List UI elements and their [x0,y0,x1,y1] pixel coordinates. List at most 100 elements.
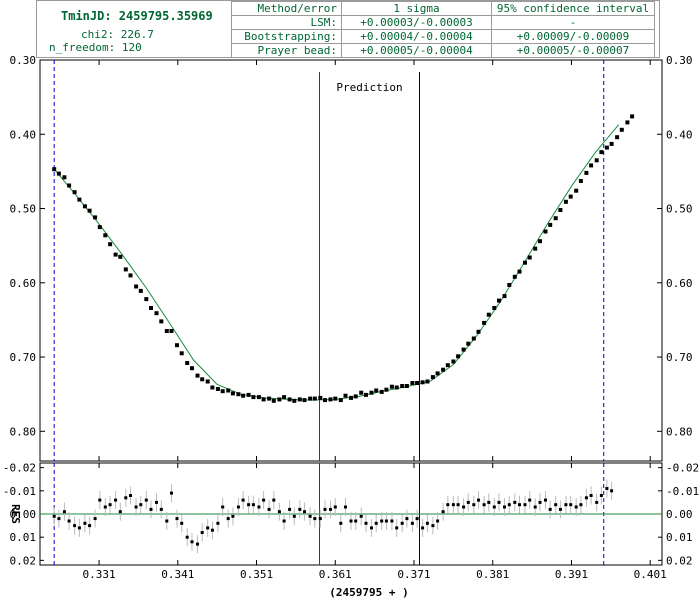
data-point [394,385,399,390]
res-y-tick-label: 0.01 [666,531,693,544]
data-point [72,190,77,195]
x-tick-label: 0.361 [319,568,352,581]
data-point [200,377,205,382]
residual-point [180,521,184,525]
header-1sigma: 1 sigma [341,1,492,16]
residual-point [595,500,599,504]
data-point [527,255,532,260]
data-point [246,392,251,397]
residual-point [77,526,81,530]
chi2-value: chi2: 226.7 [81,28,154,41]
data-point [338,398,343,403]
residual-point [431,524,435,528]
residual-point [349,519,353,523]
data-point [241,393,246,398]
residual-point [610,489,614,493]
data-point [159,319,164,324]
residual-point [206,526,210,530]
data-point [52,167,57,172]
residual-point [569,503,573,507]
residual-point [390,519,394,523]
data-point [430,375,435,380]
data-point [179,351,184,356]
residual-point [538,500,542,504]
residual-point [175,517,179,521]
y-tick-label: 0.80 [10,425,37,438]
header-95ci: 95% confidence interval [491,1,655,16]
data-point [517,269,522,274]
data-point [543,229,548,234]
y-tick-label: 0.30 [666,54,693,67]
x-tick-label: 0.381 [476,568,509,581]
res-y-tick-label: -0.01 [3,485,36,498]
residual-point [288,507,292,511]
data-point [594,158,599,163]
residual-point [159,507,163,511]
residual-point [149,507,153,511]
data-point [445,363,450,368]
residual-point [216,521,220,525]
data-point [226,388,231,393]
data-point [604,145,609,150]
residual-point [466,500,470,504]
data-point [87,208,92,213]
header-method: Method/error [231,1,342,16]
x-tick-label: 0.331 [82,568,115,581]
data-point [359,390,364,395]
residual-point [384,519,388,523]
residual-point [292,514,296,518]
y-tick-label: 0.50 [10,203,37,216]
data-point [312,396,317,401]
sigma-value: +0.00004/-0.00004 [341,29,492,44]
residual-point [589,494,593,497]
y-tick-label: 0.80 [666,425,693,438]
residual-point [221,505,225,509]
data-point [533,246,538,251]
y-tick-label: 0.50 [666,203,693,216]
data-point [251,395,256,400]
y-tick-label: 0.40 [10,128,37,141]
data-point [318,395,323,400]
residual-point [507,503,511,507]
residual-point [370,526,373,530]
y-tick-label: 0.70 [10,351,37,364]
data-point [169,329,174,333]
n-freedom-value: n_freedom: 120 [49,41,142,54]
res-y-tick-label: 0.00 [666,508,693,521]
residual-point [114,498,118,502]
data-point [486,312,491,317]
residual-point [513,500,517,504]
data-point [456,354,461,359]
res-y-tick-label: 0.02 [10,554,37,567]
residual-point [564,503,568,507]
data-point [630,114,635,119]
data-point [404,384,409,388]
info-panel: TminJD: 2459795.35969 chi2: 226.7 n_free… [36,0,660,58]
method-label: Bootstrapping: [231,29,342,44]
residual-point [262,498,266,502]
x-tick-label: 0.351 [240,568,273,581]
x-tick-label: 0.391 [555,568,588,581]
tmin-value: TminJD: 2459795.35969 [61,9,213,23]
data-point [108,242,113,247]
data-point [466,341,471,346]
residual-point [574,505,578,509]
data-point [292,398,297,403]
data-point [56,171,61,176]
residual-point [400,521,404,525]
data-point [599,150,604,155]
residual-point [584,496,588,500]
residual-point [503,505,506,509]
residual-point [93,517,97,521]
data-point [563,199,568,204]
y-tick-label: 0.60 [10,277,37,290]
light-curve-panel: 0.30 0.30 0.40 0.40 0.50 0.50 0.60 0.60 0.70 0.70… [10,54,693,462]
data-point [369,390,374,395]
residual-point [354,519,358,523]
error-table-header: Method/error 1 sigma 95% confidence inte… [231,1,655,16]
residual-point [497,500,501,504]
residual-point [462,505,466,509]
residual-point [52,514,56,518]
data-point [538,239,542,244]
error-table-row-prayer-bead: Prayer bead: +0.00005/-0.00004 +0.00005/… [231,43,655,58]
